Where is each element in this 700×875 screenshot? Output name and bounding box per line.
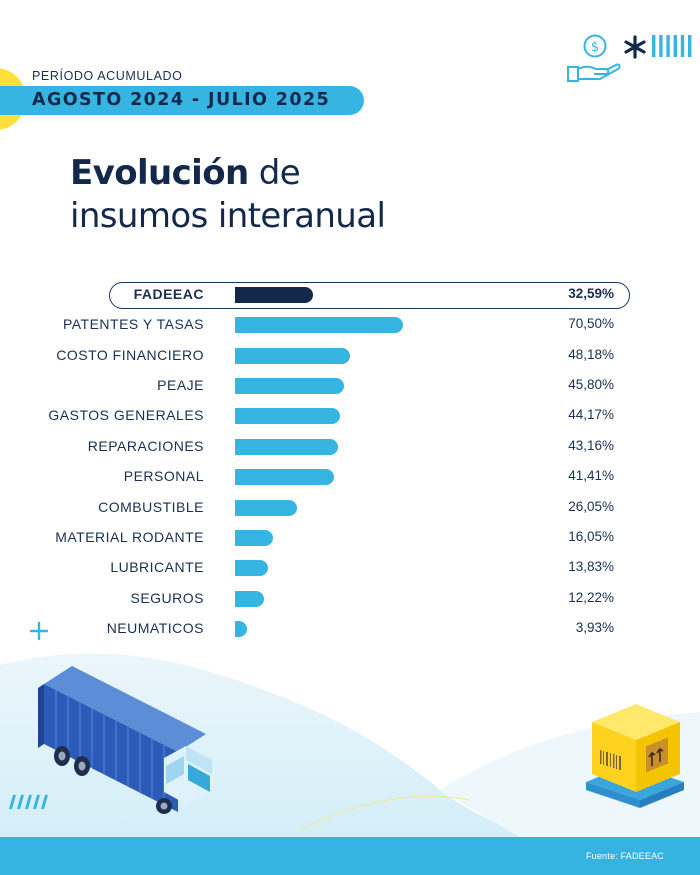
bar [235,317,403,334]
plus-icon [29,621,49,641]
footer-band [0,837,700,875]
period-pill [0,86,364,115]
bar [235,529,274,546]
category-label: COSTO FINANCIERO [56,346,204,363]
category-label: COMBUSTIBLE [98,498,204,515]
vertical-stripes-icon [652,35,692,57]
value-label: 43,16% [568,437,614,453]
category-label: GASTOS GENERALES [48,407,204,424]
dollar-coin-hand-icon: $ [567,34,621,82]
title-bold: Evolución [70,153,249,193]
category-label: REPARACIONES [87,437,204,454]
highlight-row-frame [109,282,630,309]
diagonal-stripes-icon [9,795,48,809]
title-line-1: Evolución de [70,152,385,195]
bar [235,620,247,637]
value-label: 45,80% [568,377,614,393]
value-label: 26,05% [568,498,614,514]
title-line-2: insumos interanual [70,196,386,236]
truck-illustration [38,666,212,814]
period-value: AGOSTO 2024 - JULIO 2025 [32,90,331,110]
value-label: 48,18% [568,346,614,362]
value-label: 3,93% [575,619,614,635]
bar [235,408,341,425]
value-label: 32,59% [568,286,614,301]
bar [235,560,268,577]
bar [235,378,345,395]
value-label: 44,17% [568,407,614,423]
category-label: NEUMATICOS [106,619,204,636]
bar [235,590,265,607]
value-label: 13,83% [568,559,614,575]
category-label: FADEEAC [133,286,204,302]
value-label: 16,05% [568,528,614,544]
bar [235,499,298,516]
source-note: Fuente: FADEEAC [585,851,664,861]
category-label: SEGUROS [130,589,204,606]
bar [235,287,313,303]
box-pallet-illustration [586,704,684,808]
bar [235,438,338,455]
value-label: 41,41% [568,468,614,484]
svg-text:$: $ [591,40,599,55]
category-label: LUBRICANTE [110,559,204,576]
value-label: 70,50% [568,316,614,332]
chart-title: Evolución de insumos interanual [70,152,386,238]
value-label: 12,22% [568,589,614,605]
bar [235,347,350,364]
period-label: PERÍODO ACUMULADO [32,69,183,83]
asterisk-icon [624,35,646,59]
category-label: PATENTES Y TASAS [62,316,204,333]
bar [235,469,334,486]
category-label: PERSONAL [123,468,204,485]
title-rest: de [248,153,301,193]
category-label: PEAJE [157,377,204,394]
category-label: MATERIAL RODANTE [55,528,204,545]
